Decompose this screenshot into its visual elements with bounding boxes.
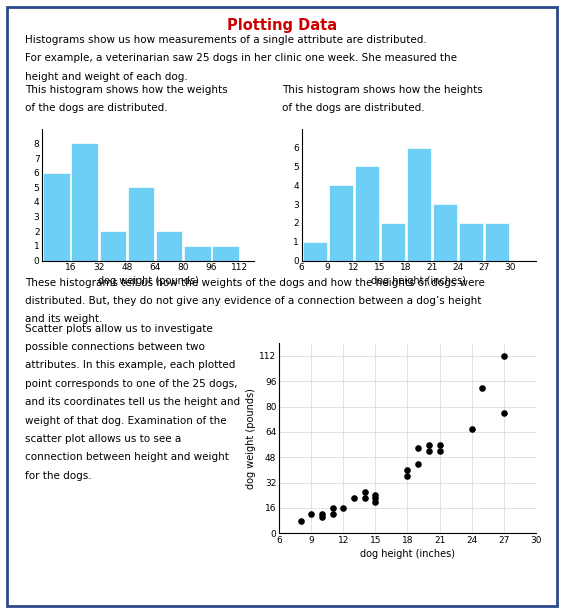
Bar (381, 223, 405, 261)
Text: For example, a veterinarian saw 25 dogs in her clinic one week. She measured the: For example, a veterinarian saw 25 dogs … (25, 53, 457, 63)
Text: scatter plot allows us to see a: scatter plot allows us to see a (25, 434, 182, 444)
Point (371, 493, 380, 503)
Point (424, 446, 433, 456)
Point (467, 424, 476, 434)
Point (360, 493, 369, 503)
Bar (128, 188, 154, 261)
Text: for the dogs.: for the dogs. (25, 471, 92, 481)
Point (413, 459, 422, 468)
Point (360, 487, 369, 497)
Text: point corresponds to one of the 25 dogs,: point corresponds to one of the 25 dogs, (25, 379, 238, 389)
Bar (407, 148, 431, 261)
Point (403, 471, 412, 481)
Point (371, 497, 380, 506)
Bar (213, 246, 239, 261)
Bar (72, 143, 98, 261)
Point (371, 490, 380, 500)
Point (499, 351, 508, 361)
Text: and its coordinates tell us the height and: and its coordinates tell us the height a… (25, 397, 240, 407)
Text: Scatter plots allow us to investigate: Scatter plots allow us to investigate (25, 324, 213, 333)
Point (328, 503, 337, 513)
X-axis label: dog height (inches): dog height (inches) (371, 276, 466, 286)
Bar (156, 231, 182, 261)
Point (318, 509, 327, 519)
Bar (329, 185, 353, 261)
Text: These histograms tell us how the weights of the dogs and how the heights of dogs: These histograms tell us how the weights… (25, 278, 485, 287)
Text: This histogram shows how the heights: This histogram shows how the heights (282, 85, 483, 94)
Point (478, 383, 487, 392)
Point (413, 443, 422, 452)
Bar (100, 231, 126, 261)
Point (307, 509, 316, 519)
Bar (184, 246, 210, 261)
Bar (303, 242, 327, 261)
Point (296, 516, 305, 525)
Text: of the dogs are distributed.: of the dogs are distributed. (282, 103, 425, 113)
Point (350, 493, 359, 503)
Text: distributed. But, they do not give any evidence of a connection between a dog’s : distributed. But, they do not give any e… (25, 296, 482, 306)
Bar (484, 223, 509, 261)
Point (403, 465, 412, 475)
Bar (355, 166, 379, 261)
Text: Histograms show us how measurements of a single attribute are distributed.: Histograms show us how measurements of a… (25, 35, 427, 45)
Text: height and weight of each dog.: height and weight of each dog. (25, 72, 188, 82)
Text: of the dogs are distributed.: of the dogs are distributed. (25, 103, 168, 113)
Bar (43, 173, 69, 261)
Text: weight of that dog. Examination of the: weight of that dog. Examination of the (25, 416, 227, 425)
Point (339, 503, 348, 513)
Y-axis label: dog weight (pounds): dog weight (pounds) (246, 388, 257, 489)
Point (328, 509, 337, 519)
X-axis label: dog height (inches): dog height (inches) (360, 549, 455, 559)
Text: This histogram shows how the weights: This histogram shows how the weights (25, 85, 228, 94)
Text: Plotting Data: Plotting Data (227, 18, 337, 32)
Text: and its weight.: and its weight. (25, 314, 103, 324)
Point (424, 440, 433, 449)
Text: possible connections between two: possible connections between two (25, 342, 205, 352)
Bar (433, 204, 457, 261)
Text: attributes. In this example, each plotted: attributes. In this example, each plotte… (25, 360, 236, 370)
Point (435, 440, 444, 449)
X-axis label: dog weight (pounds): dog weight (pounds) (98, 276, 199, 286)
Point (499, 408, 508, 418)
Bar (459, 223, 483, 261)
Point (435, 446, 444, 456)
Text: connection between height and weight: connection between height and weight (25, 452, 229, 462)
Point (318, 512, 327, 522)
